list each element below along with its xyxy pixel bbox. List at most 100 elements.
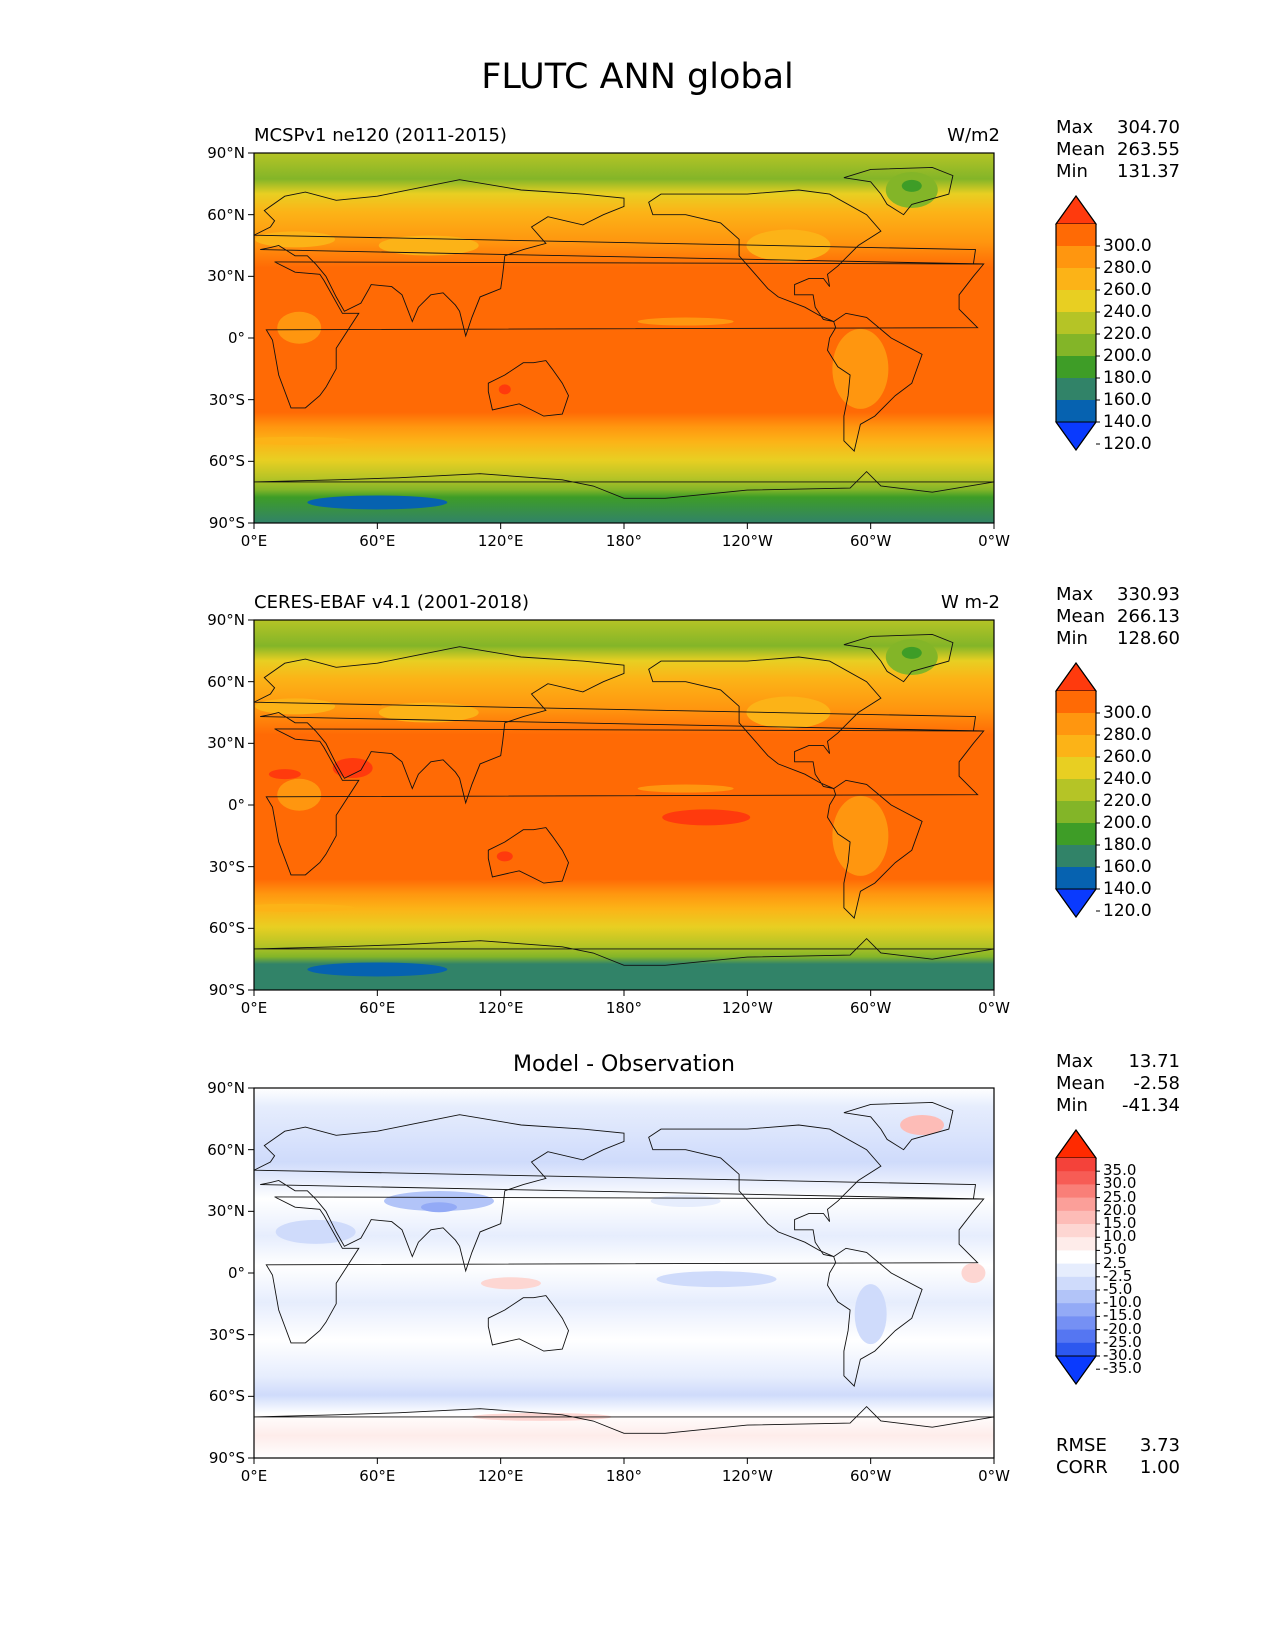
lat-tick-label: 60°N	[207, 1140, 245, 1159]
colorbar-segment	[1056, 1171, 1096, 1185]
lat-tick-label: 90°N	[207, 144, 245, 162]
colorbar-2	[1055, 661, 1100, 919]
lat-tick-label: 0°	[227, 329, 245, 347]
lon-tick-label: 60°E	[359, 1467, 396, 1485]
map-panel-1	[248, 152, 995, 529]
lon-tick-label: 60°E	[359, 999, 396, 1017]
lon-tick-label: 60°W	[849, 999, 892, 1017]
itcz-band	[637, 784, 734, 793]
colorbar-segment	[1056, 779, 1096, 802]
colorbar-segment	[1056, 1250, 1096, 1265]
colorbar-segment	[1056, 823, 1096, 846]
lon-tick-label: 120°E	[477, 532, 524, 550]
colorbar-label: 120.0	[1103, 434, 1152, 454]
panel-2-min-label: Min	[1056, 628, 1088, 649]
coastline-africa	[265, 261, 985, 409]
lat-tick-label: 90°N	[207, 1079, 245, 1097]
coastline-africa	[265, 1196, 985, 1344]
panel-2-mean-label: Mean	[1056, 606, 1106, 627]
colorbar-segment	[1056, 1329, 1096, 1344]
colorbar-segment	[1056, 1290, 1096, 1304]
panel-1-max-label: Max	[1056, 117, 1094, 138]
panel-1-min-value: 131.37	[1117, 161, 1180, 182]
central-africa-field	[277, 311, 322, 344]
colorbar-segment	[1056, 246, 1096, 269]
panel-1-units: W/m2	[947, 125, 1000, 146]
sahara-hotspot	[268, 769, 301, 780]
australia-hotspot	[496, 851, 513, 862]
coastline-namerica	[648, 189, 882, 323]
lon-tick-label: 180°	[605, 532, 643, 550]
antarctic-plateau	[307, 962, 448, 977]
field-background	[254, 1088, 994, 1458]
colorbar-3	[1055, 1128, 1100, 1386]
colorbar-label: 180.0	[1103, 368, 1152, 388]
colorbar-segment	[1056, 378, 1096, 401]
panel-3-rmse-label: RMSE	[1056, 1435, 1107, 1456]
atlantic-anomaly	[961, 1263, 986, 1283]
colorbar-extend-max	[1055, 195, 1097, 225]
panel-3-corr-value: 1.00	[1139, 1457, 1180, 1478]
central-asia-field	[378, 702, 479, 723]
lon-tick-label: 180°	[605, 999, 643, 1017]
colorbar-label: 20.0	[1103, 1200, 1137, 1219]
colorbar-segment	[1056, 1158, 1096, 1172]
colorbar-segment	[1056, 1184, 1096, 1199]
coastline-africa	[265, 728, 985, 876]
colorbar-1	[1055, 194, 1100, 452]
colorbar-segment	[1056, 400, 1096, 423]
coastline-samerica	[827, 1247, 923, 1387]
colorbar-segment	[1056, 845, 1096, 868]
southern-ocean-band	[254, 436, 356, 445]
coastline-samerica	[827, 779, 923, 919]
colorbar-label: -15.0	[1103, 1306, 1142, 1325]
lat-tick-label: 60°S	[208, 919, 245, 938]
tibet-core-anomaly	[421, 1202, 457, 1213]
colorbar-label: 10.0	[1103, 1227, 1137, 1246]
panel-2-max-label: Max	[1056, 584, 1094, 605]
colorbar-label: 280.0	[1103, 258, 1152, 278]
colorbar-label: 25.0	[1103, 1187, 1137, 1206]
colorbar-label: 260.0	[1103, 747, 1152, 767]
colorbar-segment	[1056, 1342, 1096, 1357]
europe-field	[255, 698, 336, 715]
coastline-namerica	[648, 1124, 882, 1258]
lon-tick-label: 60°W	[849, 532, 892, 550]
lon-tick-label: 120°E	[477, 1467, 524, 1485]
colorbar-extend-max	[1055, 1129, 1097, 1159]
colorbar-segment	[1056, 312, 1096, 335]
colorbar-segment	[1056, 1263, 1096, 1278]
southern-ocean-band	[254, 903, 356, 912]
colorbar-extend-min	[1055, 421, 1097, 451]
panel-1-max-value: 304.70	[1117, 117, 1180, 138]
colorbar-label: 300.0	[1103, 236, 1152, 256]
coastline-namerica	[648, 656, 882, 790]
coastline-greenland	[843, 633, 954, 683]
coastline-eurasia	[254, 179, 984, 338]
colorbar-label: 220.0	[1103, 791, 1152, 811]
panel-2-mean-value: 266.13	[1117, 606, 1180, 627]
colorbar-label: -30.0	[1103, 1346, 1142, 1364]
colorbar-segment	[1056, 801, 1096, 824]
coastline-antarctica	[254, 470, 994, 499]
colorbar-label: -20.0	[1103, 1319, 1142, 1338]
colorbar-label: 5.0	[1103, 1240, 1127, 1259]
pacific-hotspot	[662, 809, 751, 826]
lat-tick-label: 90°S	[208, 1449, 245, 1467]
central-africa-field	[277, 778, 322, 811]
colorbar-segment	[1056, 1197, 1096, 1212]
panel-3-min-value: -41.34	[1121, 1095, 1180, 1116]
colorbar-segment	[1056, 290, 1096, 313]
south-america-field	[832, 328, 889, 409]
lon-tick-label: 0°E	[240, 999, 268, 1017]
colorbar-extend-min	[1055, 1355, 1097, 1385]
colorbar-segment	[1056, 1237, 1096, 1251]
lon-tick-label: 180°	[605, 1467, 643, 1485]
field-background	[254, 620, 994, 990]
colorbar-segment	[1056, 1210, 1096, 1225]
colorbar-label: 140.0	[1103, 412, 1152, 432]
colorbar-segment	[1056, 1316, 1096, 1331]
lat-tick-label: 30°S	[208, 1325, 245, 1344]
colorbar-extend-max	[1055, 662, 1097, 692]
colorbar-segment	[1056, 268, 1096, 291]
